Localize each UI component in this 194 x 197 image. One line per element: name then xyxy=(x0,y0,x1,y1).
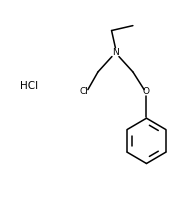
Text: O: O xyxy=(143,87,150,96)
Text: Cl: Cl xyxy=(80,87,89,96)
Text: N: N xyxy=(112,48,119,57)
Text: HCl: HCl xyxy=(20,81,38,91)
